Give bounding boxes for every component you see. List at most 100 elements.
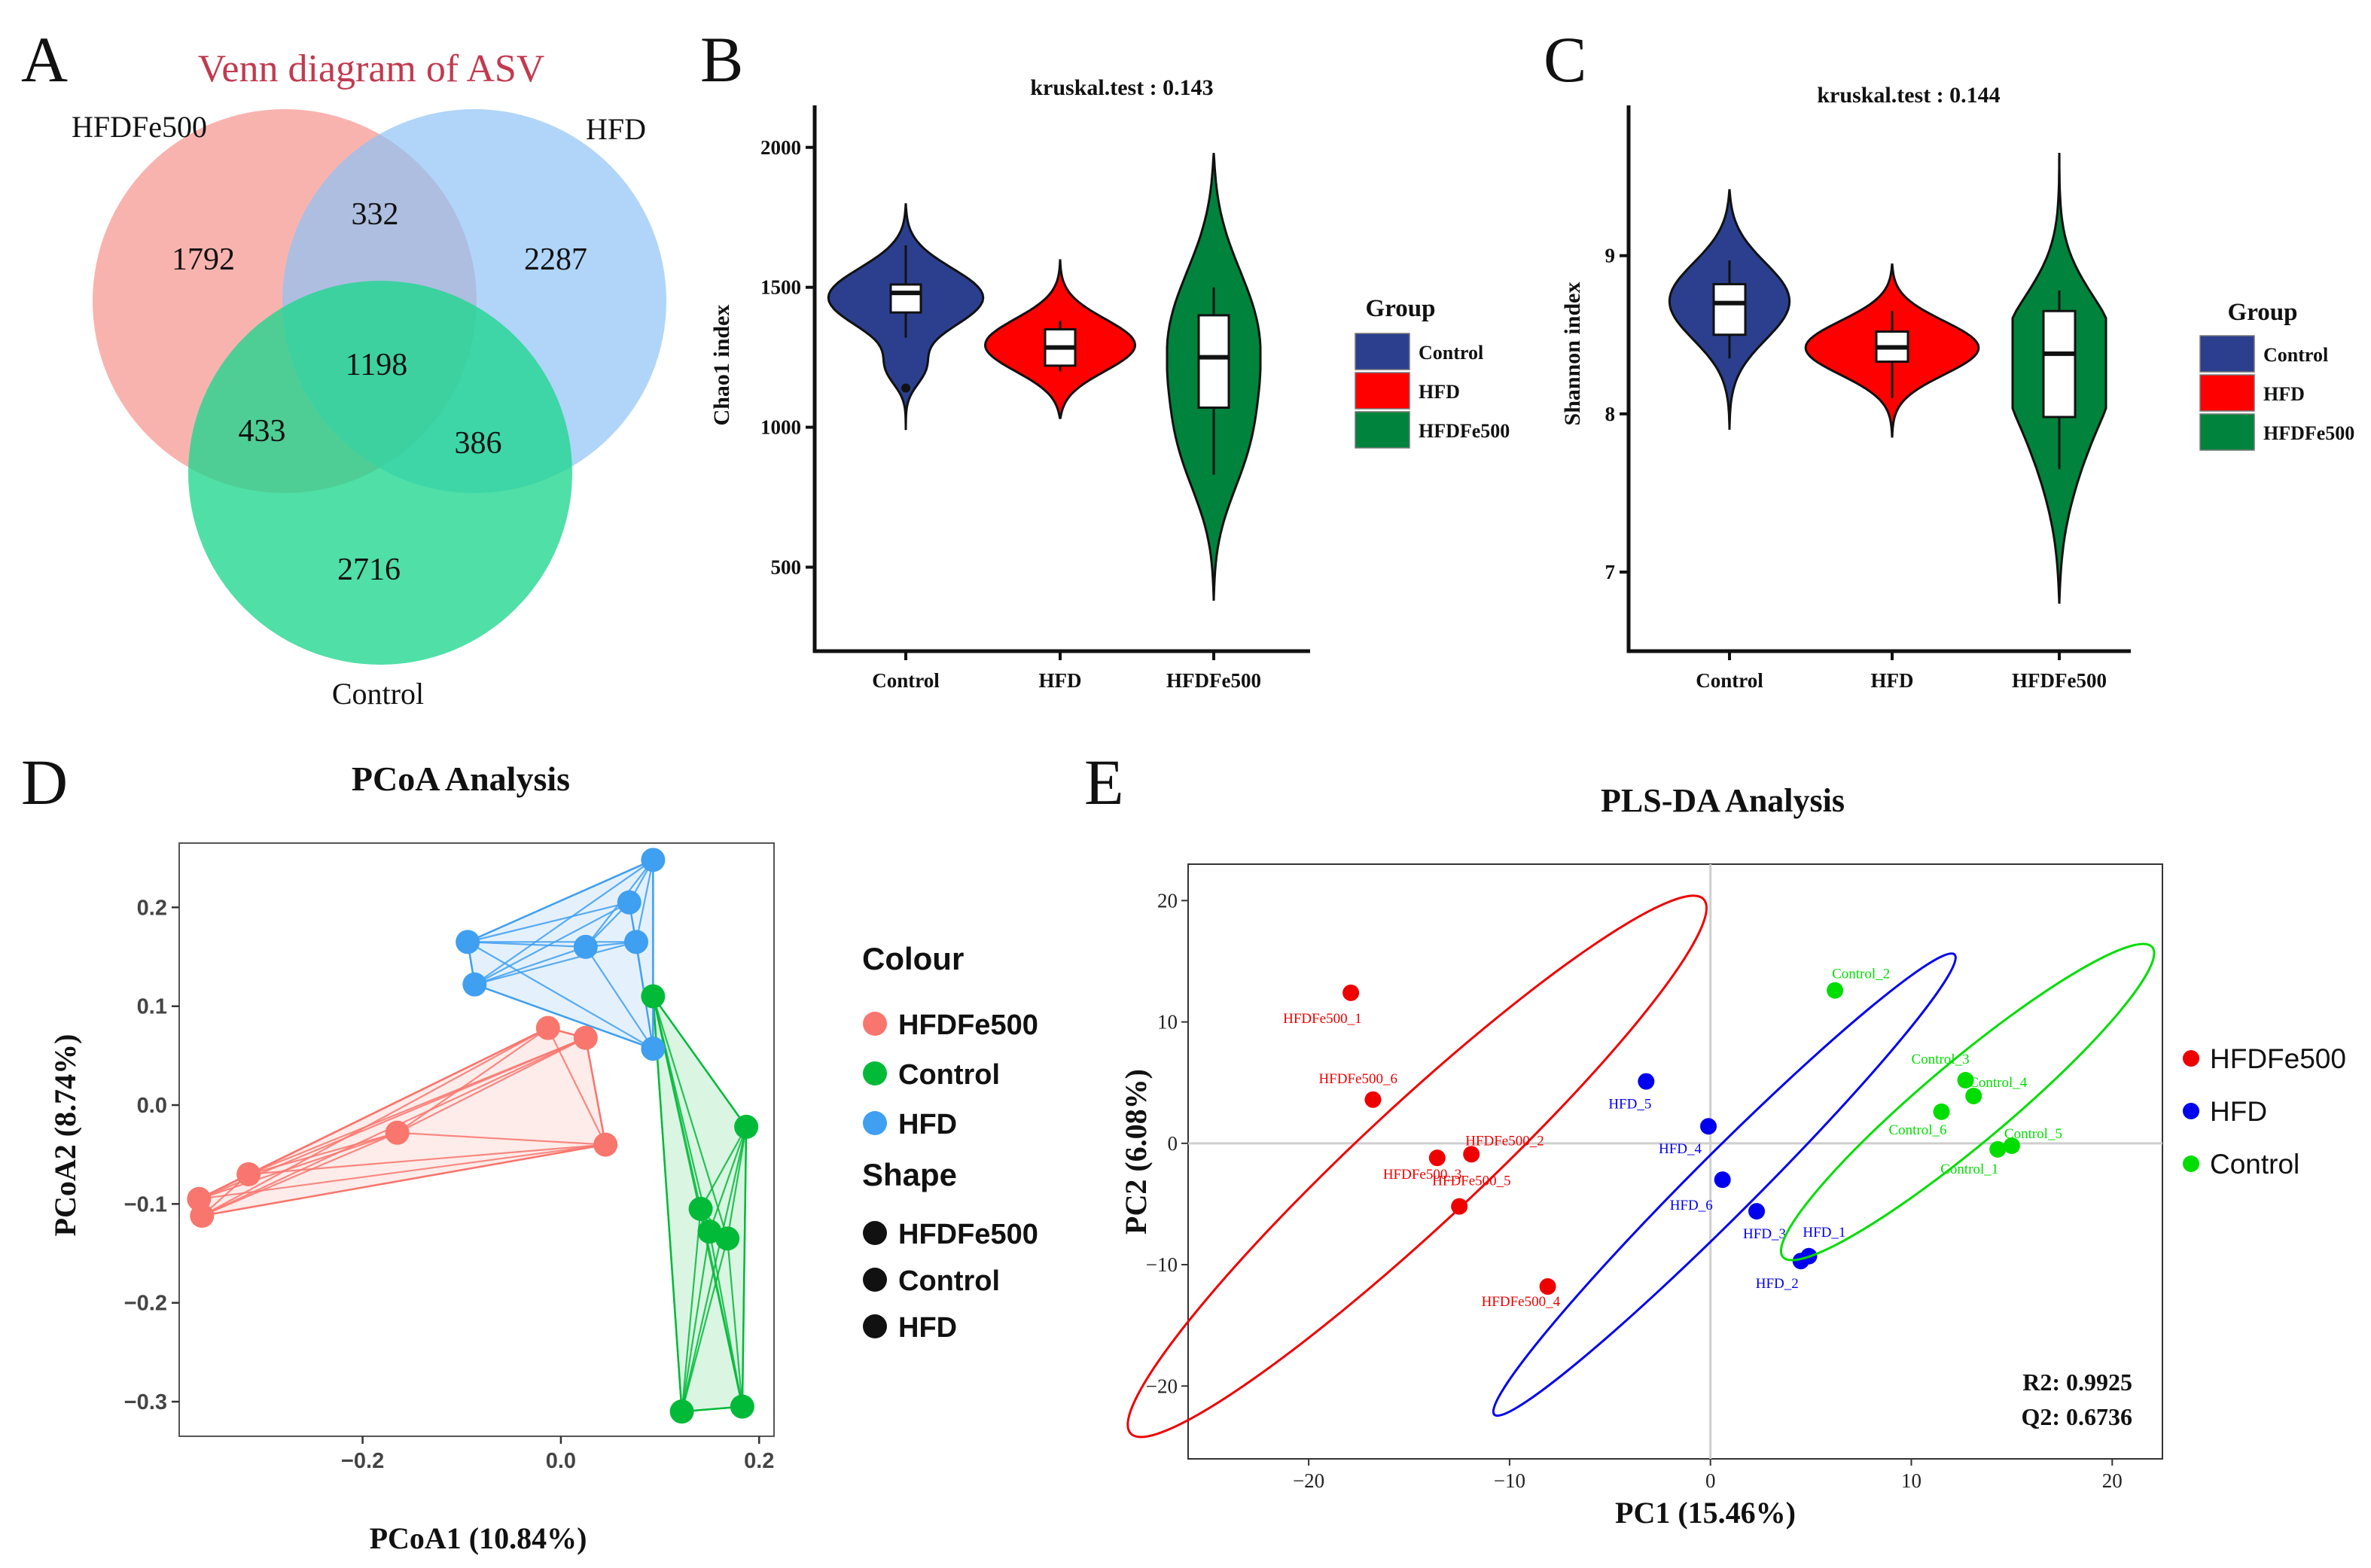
plsda-point-label-hfdfe500-5: HFDFe500_4 bbox=[1482, 1294, 1561, 1310]
plsda-point-label-hfd-0: HFD_5 bbox=[1608, 1097, 1651, 1113]
pcoa-link-hfd-16 bbox=[474, 945, 587, 985]
pcoa-link-control-8 bbox=[727, 1126, 748, 1239]
chao1-test-title: kruskal.test : 0.143 bbox=[1030, 75, 1213, 100]
pcoa-link-hfd-13 bbox=[474, 941, 637, 985]
shannon-x-tick-label-0: Control bbox=[1696, 669, 1763, 692]
plsda-q2-annotation: Q2: 0.6736 bbox=[2021, 1403, 2132, 1430]
plsda-legend-label-hfd: HFD bbox=[2210, 1096, 2267, 1127]
pcoa-point-hfd-1 bbox=[617, 890, 642, 915]
shannon-box-control bbox=[1712, 282, 1747, 336]
pcoa-link-hfdfe500-15 bbox=[397, 1027, 549, 1134]
pcoa-point-hfdfe500-3 bbox=[385, 1120, 410, 1145]
shannon-legend-label-control: Control bbox=[2263, 344, 2328, 366]
chao1-y-tick-label-1: 1000 bbox=[760, 416, 801, 439]
plsda-title: PLS-DA Analysis bbox=[1601, 782, 1845, 819]
panel-label-d: D bbox=[21, 746, 68, 818]
venn-diagram: Venn diagram of ASV HFDFe500 HFD Control… bbox=[72, 47, 666, 711]
pcoa-link-control-17 bbox=[709, 1231, 743, 1407]
pcoa-point-control-1 bbox=[734, 1114, 759, 1139]
chao1-legend-label-hfd: HFD bbox=[1419, 381, 1460, 403]
pcoa-x-axis-label: PCoA1 (10.84%) bbox=[370, 1521, 587, 1555]
chao1-box-control bbox=[889, 283, 922, 314]
plsda-legend-dot-hfdfe500 bbox=[2183, 1050, 2199, 1067]
venn-region-hfdfe500-only: 1792 bbox=[172, 242, 235, 277]
pcoa-title: PCoA Analysis bbox=[352, 760, 570, 798]
pcoa-legend-shape-label-control: Control bbox=[898, 1265, 1000, 1297]
plsda-y-axis-label: PC2 (6.08%) bbox=[1119, 1069, 1153, 1235]
chao1-x-tick-label-0: Control bbox=[872, 669, 940, 692]
plsda-point-label-hfd-4: HFD_1 bbox=[1803, 1225, 1845, 1241]
pcoa-link-hfdfe500-7 bbox=[201, 1131, 398, 1217]
panel-label-e: E bbox=[1084, 746, 1124, 818]
pcoa-legend-colour-dot-hfd bbox=[863, 1111, 887, 1135]
pcoa-link-hfdfe500-17 bbox=[397, 1131, 606, 1146]
pcoa-link-hfdfe500-20 bbox=[584, 1037, 607, 1145]
chao1-x-tick-label-1: HFD bbox=[1039, 669, 1082, 692]
venn-region-hfd-control: 386 bbox=[455, 426, 502, 461]
plsda-ellipse-control bbox=[1779, 942, 2156, 1262]
pcoa-legend-colour-title: Colour bbox=[862, 941, 964, 976]
plsda-point-control-2 bbox=[1965, 1087, 1982, 1104]
pcoa-link-control-19 bbox=[727, 1238, 743, 1407]
shannon-y-axis-label: Shannon index bbox=[1560, 282, 1585, 426]
plsda-y-tick-label-4: 20 bbox=[1157, 889, 1178, 912]
shannon-legend-label-hfd: HFD bbox=[2263, 383, 2305, 405]
plsda-y-tick-label-3: 10 bbox=[1157, 1011, 1178, 1034]
chao1-y-tick-label-3: 2000 bbox=[760, 136, 801, 159]
plsda-point-hfdfe500-5 bbox=[1539, 1278, 1556, 1296]
plsda-point-label-hfd-3: HFD_3 bbox=[1743, 1226, 1786, 1242]
pcoa-link-hfd-8 bbox=[467, 901, 630, 943]
pcoa-legend-shape-label-hfdfe500: HFDFe500 bbox=[898, 1219, 1038, 1250]
shannon-violin-chart: kruskal.test : 0.144 Shannon index Contr… bbox=[1560, 83, 2354, 692]
shannon-x-tick-label-2: HFDFe500 bbox=[2012, 669, 2107, 692]
shannon-test-title: kruskal.test : 0.144 bbox=[1817, 83, 2000, 108]
pcoa-point-hfd-0 bbox=[641, 848, 666, 872]
shannon-y-tick-label-2: 9 bbox=[1605, 245, 1616, 267]
plsda-point-control-1 bbox=[1957, 1071, 1974, 1088]
plsda-point-label-hfdfe500-4: HFDFe500_5 bbox=[1432, 1174, 1511, 1189]
pcoa-y-tick-label-5: 0.2 bbox=[137, 896, 167, 920]
venn-circle-control bbox=[188, 281, 572, 665]
pcoa-link-hfd-17 bbox=[584, 946, 654, 1049]
plsda-point-label-control-5: Control_1 bbox=[1940, 1162, 1998, 1177]
plsda-point-label-control-2: Control_4 bbox=[1969, 1075, 2028, 1091]
pcoa-point-control-5 bbox=[669, 1399, 694, 1424]
pcoa-link-hfd-19 bbox=[467, 941, 654, 1050]
plsda-point-hfdfe500-2 bbox=[1463, 1146, 1480, 1163]
pcoa-link-hfd-15 bbox=[468, 941, 586, 948]
plsda-point-label-hfdfe500-1: HFDFe500_6 bbox=[1318, 1071, 1397, 1087]
plsda-y-tick-label-0: −20 bbox=[1146, 1375, 1178, 1397]
plsda-point-label-hfdfe500-2: HFDFe500_2 bbox=[1465, 1133, 1544, 1149]
pcoa-point-hfd-6 bbox=[641, 1037, 666, 1061]
plsda-x-axis-label: PC1 (15.46%) bbox=[1615, 1496, 1796, 1530]
pcoa-link-hfd-9 bbox=[474, 901, 630, 985]
shannon-legend-swatch-hfd bbox=[2199, 374, 2255, 412]
venn-region-hfd-only: 2287 bbox=[524, 242, 587, 277]
plsda-point-hfdfe500-0 bbox=[1342, 984, 1360, 1001]
plsda-point-control-5 bbox=[1989, 1140, 2007, 1158]
shannon-box-hfdfe500 bbox=[2042, 309, 2077, 419]
pcoa-link-control-2 bbox=[652, 996, 711, 1232]
pcoa-link-hfdfe500-12 bbox=[248, 1027, 549, 1175]
pcoa-point-control-6 bbox=[730, 1394, 754, 1419]
pcoa-link-hfdfe500-5 bbox=[199, 1143, 606, 1200]
chao1-y-axis-label: Chao1 index bbox=[709, 305, 734, 426]
pcoa-point-hfdfe500-2 bbox=[236, 1162, 261, 1186]
plsda-ellipse-hfd bbox=[1492, 952, 1957, 1417]
plsda-point-label-hfd-2: HFD_6 bbox=[1670, 1198, 1713, 1213]
plsda-point-label-control-1: Control_3 bbox=[1912, 1052, 1970, 1067]
plsda-point-hfdfe500-4 bbox=[1451, 1198, 1468, 1215]
pcoa-link-hfdfe500-11 bbox=[248, 1131, 398, 1176]
plsda-point-hfdfe500-1 bbox=[1364, 1091, 1382, 1108]
venn-region-hfdfe500-hfd: 332 bbox=[352, 197, 399, 232]
pcoa-point-hfdfe500-5 bbox=[573, 1025, 598, 1050]
pcoa-legend-shape-label-hfd: HFD bbox=[898, 1312, 957, 1344]
pcoa-link-hfdfe500-10 bbox=[202, 1143, 606, 1217]
pcoa-link-hfdfe500-19 bbox=[547, 1028, 607, 1146]
plsda-x-tick-label-2: 0 bbox=[1705, 1469, 1716, 1492]
chao1-outlier-control-0 bbox=[901, 383, 910, 393]
pcoa-link-control-0 bbox=[652, 995, 748, 1128]
pcoa-link-hfdfe500-8 bbox=[201, 1027, 549, 1217]
chao1-legend-swatch-control bbox=[1355, 333, 1410, 370]
